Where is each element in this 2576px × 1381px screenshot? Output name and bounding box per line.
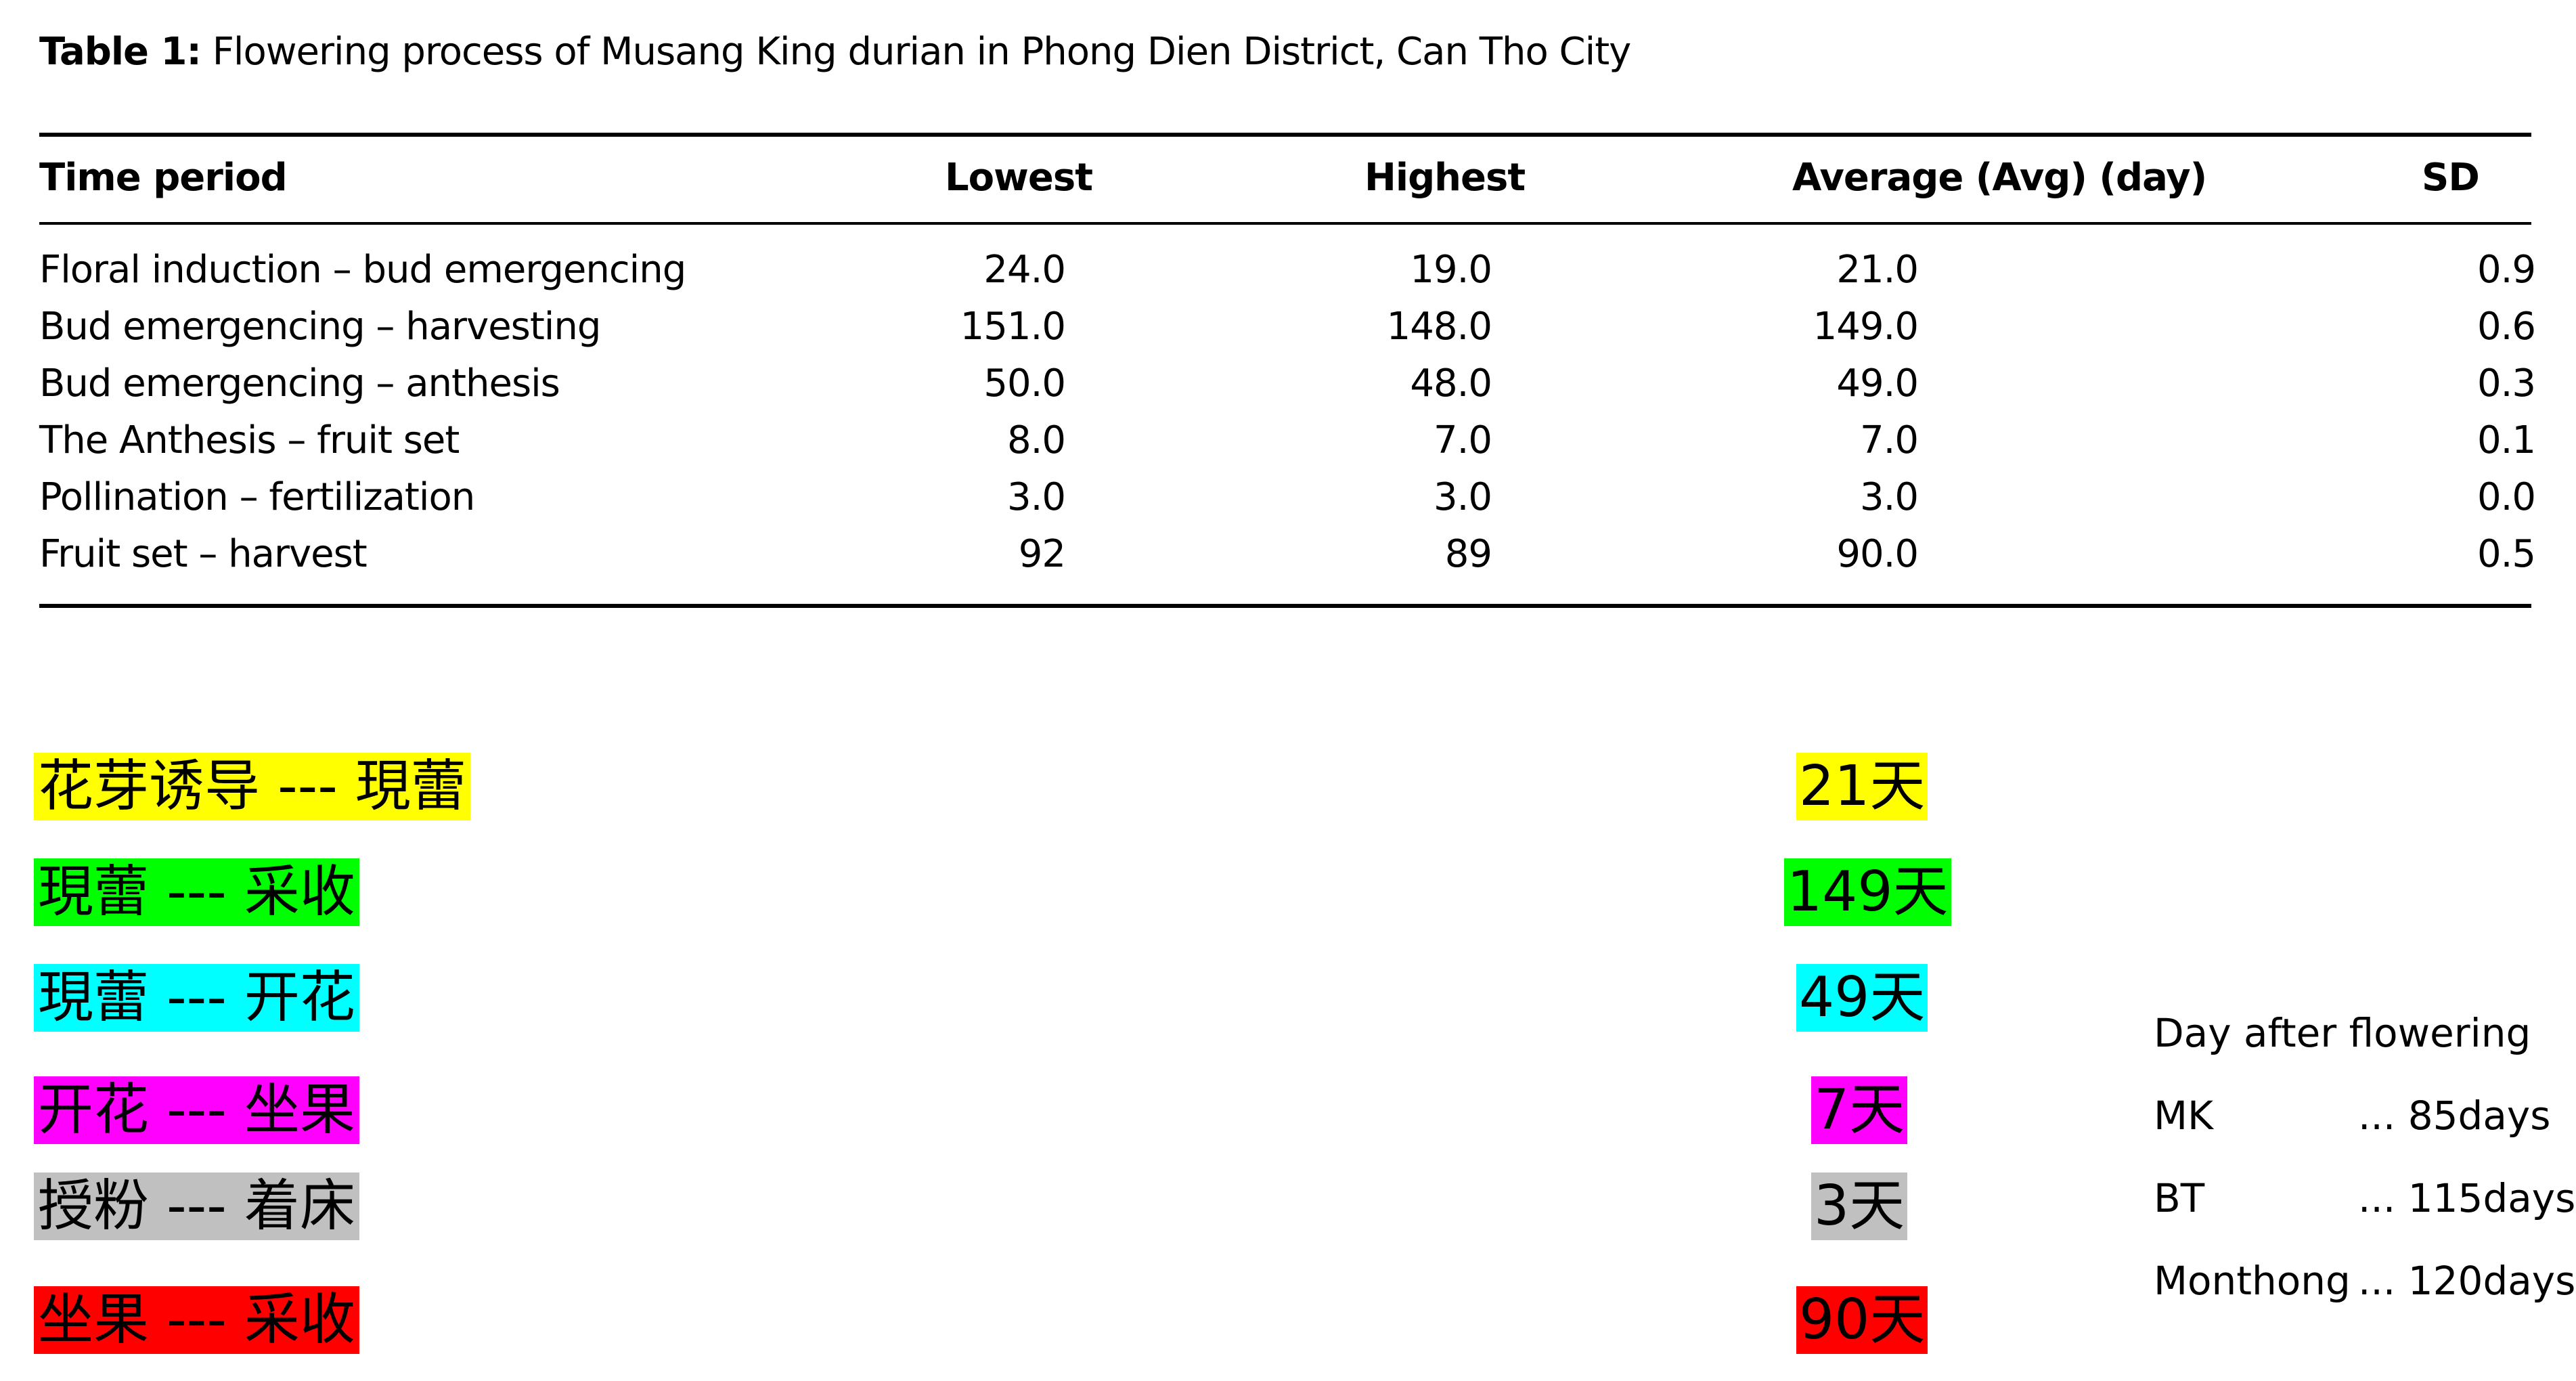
table-header-row: Time period Lowest Highest Average (Avg)… bbox=[39, 137, 2531, 222]
table-row-sd: 0.0 bbox=[2477, 475, 2536, 519]
table-row-sd: 0.6 bbox=[2477, 305, 2536, 349]
table-header-rule bbox=[39, 222, 2531, 225]
table-body: Floral induction – bud emergencing 24.0 … bbox=[39, 225, 2536, 604]
table-row-sd: 0.3 bbox=[2477, 361, 2536, 405]
table-row-highest: 7.0 bbox=[1433, 418, 1492, 462]
header-average: Average (Avg) (day) bbox=[1792, 156, 2207, 200]
table-top-rule bbox=[39, 133, 2531, 137]
header-lowest: Lowest bbox=[945, 156, 1093, 200]
note-variety: BT bbox=[2154, 1175, 2205, 1221]
table-row-period: Floral induction – bud emergencing bbox=[39, 248, 686, 292]
header-highest: Highest bbox=[1364, 156, 1526, 200]
note-variety: MK bbox=[2154, 1093, 2214, 1139]
table-row-highest: 48.0 bbox=[1410, 361, 1492, 405]
stage-label-cn: 坐果 --- 采收 bbox=[34, 1286, 359, 1354]
table-row-period: Bud emergencing – anthesis bbox=[39, 361, 560, 405]
table-row-lowest: 92 bbox=[1018, 532, 1066, 576]
note-days: ... 120days bbox=[2358, 1258, 2576, 1304]
stage-days-cn: 49天 bbox=[1796, 964, 1928, 1032]
stage-days-cn: 3天 bbox=[1811, 1172, 1908, 1240]
table-row-period: Pollination – fertilization bbox=[39, 475, 475, 519]
table-row-lowest: 24.0 bbox=[983, 248, 1066, 292]
note-days: ... 85days bbox=[2358, 1093, 2551, 1139]
stage-label-cn: 授粉 --- 着床 bbox=[34, 1172, 359, 1240]
header-time-period: Time period bbox=[39, 156, 288, 200]
table-row-average: 7.0 bbox=[1859, 418, 1919, 462]
table-row-average: 90.0 bbox=[1836, 532, 1919, 576]
stage-days-cn: 7天 bbox=[1811, 1076, 1908, 1144]
table-row-highest: 89 bbox=[1444, 532, 1492, 576]
table-row-period: The Anthesis – fruit set bbox=[39, 418, 460, 462]
table-row-period: Bud emergencing – harvesting bbox=[39, 305, 601, 349]
header-sd: SD bbox=[2422, 156, 2480, 200]
note-days: ... 115days bbox=[2358, 1175, 2576, 1221]
stage-days-cn: 149天 bbox=[1784, 858, 1951, 926]
table-row-sd: 0.5 bbox=[2477, 532, 2536, 576]
notes-title: Day after flowering bbox=[2154, 1010, 2531, 1056]
note-variety: Monthong bbox=[2154, 1258, 2351, 1304]
stage-label-cn: 开花 --- 坐果 bbox=[34, 1076, 359, 1144]
table-row-average: 21.0 bbox=[1836, 248, 1919, 292]
table-row-average: 149.0 bbox=[1813, 305, 1919, 349]
stage-label-cn: 花芽诱导 --- 現蕾 bbox=[34, 753, 470, 820]
table-row-sd: 0.1 bbox=[2477, 418, 2536, 462]
table-row-period: Fruit set – harvest bbox=[39, 532, 368, 576]
table-row-highest: 19.0 bbox=[1410, 248, 1492, 292]
table-bottom-rule bbox=[39, 604, 2531, 608]
table-caption-label: Table 1: bbox=[39, 30, 202, 74]
stage-label-cn: 現蕾 --- 采收 bbox=[34, 858, 359, 926]
table-row-lowest: 3.0 bbox=[1006, 475, 1066, 519]
table-row-lowest: 8.0 bbox=[1006, 418, 1066, 462]
stage-label-cn: 現蕾 --- 开花 bbox=[34, 964, 359, 1032]
table-caption: Table 1: Flowering process of Musang Kin… bbox=[39, 28, 1632, 76]
table-row-highest: 148.0 bbox=[1386, 305, 1492, 349]
table-row-highest: 3.0 bbox=[1433, 475, 1492, 519]
flowering-table: Time period Lowest Highest Average (Avg)… bbox=[39, 133, 2536, 608]
table-row-lowest: 50.0 bbox=[983, 361, 1066, 405]
stage-days-cn: 21天 bbox=[1796, 753, 1928, 820]
table-row-average: 49.0 bbox=[1836, 361, 1919, 405]
table-row-sd: 0.9 bbox=[2477, 248, 2536, 292]
table-caption-text: Flowering process of Musang King durian … bbox=[212, 30, 1632, 74]
table-row-average: 3.0 bbox=[1859, 475, 1919, 519]
stage-days-cn: 90天 bbox=[1796, 1286, 1928, 1354]
table-row-lowest: 151.0 bbox=[960, 305, 1066, 349]
